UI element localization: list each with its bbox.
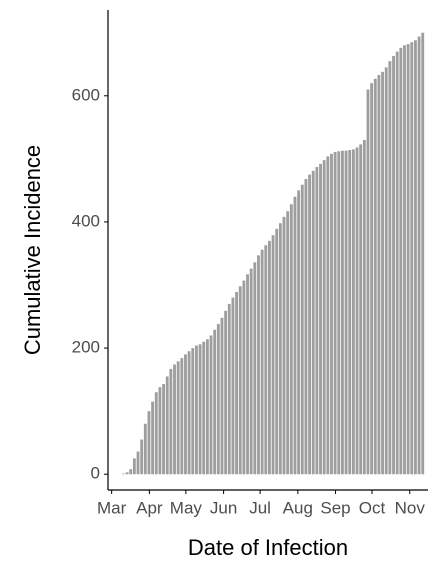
bar xyxy=(275,228,279,475)
bar xyxy=(198,344,202,475)
bar xyxy=(136,451,140,475)
bar xyxy=(341,150,344,475)
bar xyxy=(293,196,297,475)
bar xyxy=(143,423,147,475)
bar xyxy=(308,174,311,475)
bar xyxy=(286,211,290,475)
bar xyxy=(165,376,169,475)
x-axis-title: Date of Infection xyxy=(188,535,348,560)
bar xyxy=(388,61,392,475)
bar xyxy=(238,286,242,475)
bar xyxy=(300,184,304,475)
bar xyxy=(384,67,388,475)
bar xyxy=(246,274,249,475)
y-tick-label: 0 xyxy=(91,464,100,483)
x-tick-label: Aug xyxy=(283,498,313,517)
x-tick-label: Apr xyxy=(136,498,163,517)
bar xyxy=(184,354,187,475)
bar xyxy=(297,190,301,475)
bar xyxy=(366,89,370,475)
bar xyxy=(348,150,352,475)
bar xyxy=(140,439,144,475)
bar xyxy=(173,364,176,475)
bar xyxy=(289,204,293,475)
bar xyxy=(169,368,173,475)
bar xyxy=(414,40,417,475)
bar xyxy=(315,167,319,475)
bar xyxy=(154,392,158,475)
bar xyxy=(381,71,385,475)
bar xyxy=(406,44,410,475)
bar xyxy=(362,139,366,475)
bar xyxy=(220,317,224,475)
bar xyxy=(187,351,191,475)
bar xyxy=(129,469,133,475)
bar xyxy=(257,255,260,475)
bar xyxy=(326,156,330,475)
bar xyxy=(355,147,359,475)
bar xyxy=(370,83,374,475)
bar xyxy=(132,458,136,475)
bar xyxy=(330,153,333,475)
bar xyxy=(311,170,315,475)
bar xyxy=(278,223,282,475)
bar xyxy=(158,387,162,475)
y-axis-title: Cumulative Incidence xyxy=(20,145,45,355)
bar xyxy=(227,303,231,475)
bar xyxy=(399,47,403,475)
bar xyxy=(205,339,209,475)
y-tick-label: 400 xyxy=(72,211,100,230)
bar xyxy=(213,329,217,475)
x-tick-label: Jun xyxy=(210,498,237,517)
y-tick-label: 600 xyxy=(72,85,100,104)
bar xyxy=(253,262,257,475)
bar xyxy=(377,74,381,475)
bar xyxy=(322,160,326,475)
bar xyxy=(209,335,213,475)
bar xyxy=(147,411,151,475)
bar xyxy=(271,235,275,475)
bar xyxy=(344,150,348,475)
bar xyxy=(216,324,220,475)
bar xyxy=(260,249,264,475)
bar xyxy=(264,245,268,475)
bar xyxy=(373,78,377,475)
bar xyxy=(121,473,125,475)
bar xyxy=(337,151,341,475)
bar xyxy=(395,51,399,475)
bar xyxy=(191,348,195,475)
bar xyxy=(333,151,337,475)
bar xyxy=(176,361,180,475)
bar xyxy=(359,144,363,475)
bar xyxy=(249,268,253,475)
bar xyxy=(224,310,228,475)
bar xyxy=(268,240,271,475)
bar xyxy=(162,384,165,475)
bar xyxy=(242,280,246,475)
bar xyxy=(417,36,421,475)
bar xyxy=(180,358,184,475)
bar xyxy=(125,472,129,475)
x-tick-label: May xyxy=(170,498,203,517)
bar xyxy=(403,45,406,475)
bar xyxy=(421,32,425,475)
x-tick-label: Jul xyxy=(249,498,271,517)
bar xyxy=(194,345,198,475)
bar xyxy=(282,216,286,475)
bar xyxy=(202,341,206,475)
bar xyxy=(151,401,155,475)
bar xyxy=(410,42,414,475)
x-tick-label: Mar xyxy=(97,498,127,517)
bar xyxy=(231,297,235,475)
bar xyxy=(319,163,322,475)
bar xyxy=(351,149,355,475)
x-tick-label: Oct xyxy=(359,498,386,517)
x-tick-label: Nov xyxy=(395,498,426,517)
bar xyxy=(304,179,308,475)
bar xyxy=(392,56,395,475)
bar xyxy=(235,291,238,475)
y-tick-label: 200 xyxy=(72,338,100,357)
x-tick-label: Sep xyxy=(320,498,350,517)
